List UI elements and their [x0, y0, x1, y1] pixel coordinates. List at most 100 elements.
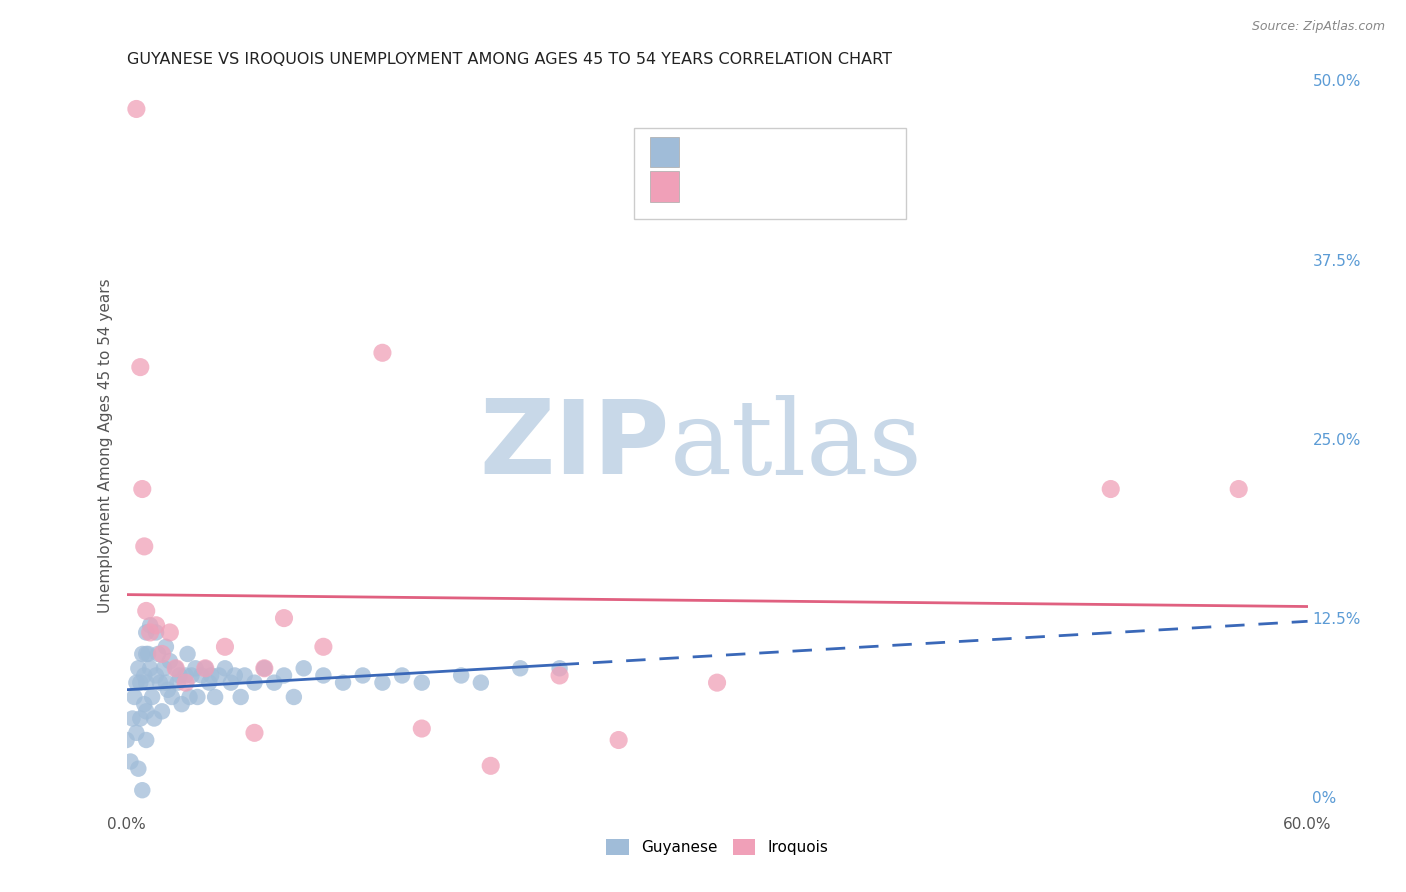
Point [131, 647, 153, 661]
Text: Source: ZipAtlas.com: Source: ZipAtlas.com [1251, 20, 1385, 33]
Point [470, 675, 492, 690]
Point [208, 668, 231, 682]
Point [176, 647, 198, 661]
Point [273, 668, 295, 682]
Text: ZIP: ZIP [479, 395, 669, 497]
Point [194, 661, 217, 675]
Text: R =: R = [689, 178, 721, 194]
Point [450, 668, 472, 682]
Point [194, 661, 217, 675]
Point [121, 711, 143, 725]
Point [548, 661, 571, 675]
Point [149, 675, 172, 690]
Point [166, 675, 188, 690]
FancyBboxPatch shape [650, 136, 679, 168]
Point [159, 654, 181, 668]
Point [214, 661, 236, 675]
Point [125, 102, 148, 116]
Point [174, 668, 197, 682]
Point [115, 733, 138, 747]
Point [204, 690, 226, 704]
Point [127, 661, 149, 675]
Point [233, 668, 256, 682]
Point [135, 704, 157, 718]
Point [332, 675, 354, 690]
Point [283, 690, 305, 704]
Point [190, 668, 212, 682]
Point [139, 625, 162, 640]
Point [312, 668, 335, 682]
Legend: Guyanese, Iroquois: Guyanese, Iroquois [598, 831, 837, 863]
Point [411, 722, 433, 736]
Point [352, 668, 374, 682]
Point [141, 690, 163, 704]
Point [184, 661, 207, 675]
Point [229, 690, 252, 704]
Point [125, 675, 148, 690]
Text: 0.191: 0.191 [728, 178, 772, 194]
Point [186, 690, 208, 704]
Point [156, 682, 179, 697]
Point [214, 640, 236, 654]
Point [129, 360, 152, 375]
Point [479, 759, 502, 773]
Point [371, 675, 394, 690]
FancyBboxPatch shape [650, 171, 679, 202]
Point [139, 661, 162, 675]
Point [548, 668, 571, 682]
Point [155, 675, 177, 690]
Text: GUYANESE VS IROQUOIS UNEMPLOYMENT AMONG AGES 45 TO 54 YEARS CORRELATION CHART: GUYANESE VS IROQUOIS UNEMPLOYMENT AMONG … [127, 52, 891, 67]
Point [219, 675, 242, 690]
FancyBboxPatch shape [634, 128, 905, 219]
Point [136, 647, 159, 661]
Point [145, 668, 167, 682]
Point [135, 733, 157, 747]
Point [145, 625, 167, 640]
Text: atlas: atlas [669, 395, 922, 497]
Text: N =: N = [786, 145, 820, 160]
Point [224, 668, 246, 682]
Point [139, 618, 162, 632]
Text: N =: N = [786, 178, 820, 194]
Point [135, 625, 157, 640]
Point [120, 755, 142, 769]
Point [143, 711, 166, 725]
Point [150, 647, 173, 661]
Point [165, 661, 187, 675]
Point [124, 690, 146, 704]
Point [153, 661, 176, 675]
Point [253, 661, 276, 675]
Point [509, 661, 531, 675]
Point [135, 675, 157, 690]
Point [292, 661, 315, 675]
Point [146, 647, 169, 661]
Point [170, 697, 193, 711]
Point [198, 675, 221, 690]
Point [159, 625, 181, 640]
Point [607, 733, 630, 747]
Point [125, 726, 148, 740]
Point [174, 675, 197, 690]
Point [129, 711, 152, 725]
Point [243, 726, 266, 740]
Point [263, 675, 285, 690]
Point [1227, 482, 1250, 496]
Point [371, 345, 394, 359]
Point [169, 668, 191, 682]
Point [131, 783, 153, 797]
Point [135, 604, 157, 618]
Point [127, 762, 149, 776]
Point [179, 690, 201, 704]
Point [134, 668, 156, 682]
Point [155, 640, 177, 654]
Point [312, 640, 335, 654]
Point [1099, 482, 1122, 496]
Point [253, 661, 276, 675]
Point [150, 704, 173, 718]
Point [160, 690, 183, 704]
Text: 72: 72 [824, 145, 844, 160]
Point [180, 668, 202, 682]
Text: 25: 25 [824, 178, 844, 194]
Y-axis label: Unemployment Among Ages 45 to 54 years: Unemployment Among Ages 45 to 54 years [97, 278, 112, 614]
Point [165, 661, 187, 675]
